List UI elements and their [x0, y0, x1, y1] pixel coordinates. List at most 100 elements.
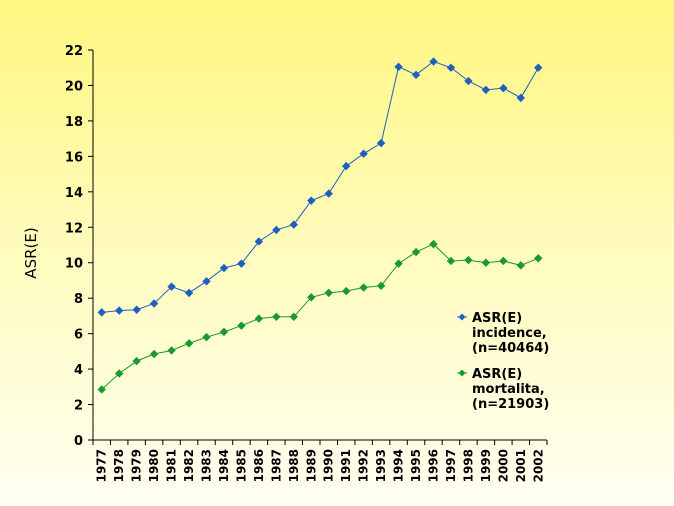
data-point [132, 305, 141, 314]
data-point [97, 308, 106, 317]
data-point [149, 299, 159, 308]
x-tick-label: 1977 [95, 449, 109, 482]
x-tick-label: 1992 [357, 449, 371, 482]
x-tick-label: 1997 [444, 449, 458, 482]
data-point [114, 306, 124, 315]
y-tick-label: 4 [74, 363, 83, 378]
x-tick-label: 1986 [252, 449, 266, 482]
data-point [376, 138, 386, 148]
data-point [481, 258, 491, 267]
data-point [272, 312, 281, 321]
x-tick-label: 1982 [182, 449, 196, 482]
data-point [237, 259, 246, 268]
data-point [132, 356, 141, 366]
data-point [534, 254, 543, 263]
x-tick-label: 1989 [304, 449, 318, 482]
data-point [394, 259, 403, 268]
data-point [499, 83, 508, 93]
data-point [97, 385, 106, 394]
y-tick-label: 14 [65, 186, 83, 201]
data-point [237, 321, 246, 330]
y-tick-label: 16 [65, 150, 83, 165]
data-point [464, 76, 473, 86]
data-point [307, 196, 316, 205]
y-tick-label: 20 [65, 79, 83, 94]
x-tick-label: 1983 [200, 449, 214, 482]
y-tick-label: 8 [74, 292, 83, 307]
x-tick-label: 1993 [374, 449, 388, 482]
data-point [429, 57, 438, 66]
data-point [446, 63, 456, 72]
data-point [446, 256, 456, 266]
data-point [359, 283, 368, 292]
data-point [341, 286, 351, 296]
x-tick-label: 1981 [165, 449, 179, 482]
data-point [149, 349, 159, 359]
data-point [376, 281, 386, 290]
y-tick-label: 0 [74, 434, 83, 449]
x-tick-label: 2002 [531, 449, 545, 482]
x-tick-label: 1985 [234, 449, 248, 482]
y-tick-label: 10 [65, 257, 83, 272]
data-point [464, 255, 473, 265]
x-tick-label: 2000 [496, 449, 510, 482]
x-tick-label: 1996 [427, 449, 441, 482]
data-point [411, 70, 421, 80]
data-point [429, 239, 438, 249]
data-point [254, 237, 264, 246]
data-point [307, 293, 316, 302]
data-point [184, 339, 194, 348]
data-point [411, 247, 421, 257]
y-tick-label: 18 [65, 115, 83, 130]
x-tick-label: 1994 [392, 449, 406, 482]
data-point [516, 261, 526, 270]
y-tick-label: 12 [65, 221, 83, 236]
data-point [254, 314, 264, 323]
x-tick-label: 1988 [287, 449, 301, 482]
y-tick-label: 22 [65, 44, 83, 59]
data-point [341, 161, 351, 171]
data-point [394, 62, 403, 72]
y-tick-label: 6 [74, 328, 83, 343]
x-tick-label: 1991 [339, 449, 353, 482]
data-point [219, 263, 229, 273]
x-axis-ticks: 1977 1978 1979 1980 1981 1982 1983 1984 1985 1986… [92, 440, 548, 482]
data-point [481, 85, 491, 95]
y-tick-label: 2 [74, 399, 83, 414]
data-point [167, 282, 176, 291]
x-tick-label: 1979 [130, 449, 144, 482]
data-point [534, 63, 543, 72]
x-tick-label: 1987 [269, 449, 283, 482]
chart-legend: ASR(E) incidence, (n=40464) ASR(E) mortalita… [457, 311, 549, 412]
legend-item-2: ASR(E) mortalita, (n=21903) [457, 367, 549, 412]
data-point [114, 369, 124, 378]
data-point [289, 220, 299, 229]
y-axis-ticks: 0 2 4 6 8 10 12 14 16 18 20 22 [65, 44, 93, 449]
data-point [219, 327, 229, 337]
series-1 [97, 57, 543, 317]
legend-item-1: ASR(E) incidence, (n=40464) [457, 311, 549, 356]
data-point [324, 189, 333, 198]
data-point [324, 288, 333, 298]
x-tick-label: 1998 [461, 449, 475, 482]
data-point [202, 277, 211, 286]
legend-label: ASR(E) mortalita, (n=21903) [472, 367, 549, 412]
data-point [167, 346, 176, 355]
legend-marker [458, 369, 466, 377]
data-point [272, 225, 281, 235]
data-point [516, 93, 526, 103]
y-axis-title: ASR(E) [22, 227, 40, 278]
data-point [499, 256, 508, 266]
legend-marker [458, 313, 466, 321]
x-tick-label: 2001 [514, 449, 528, 482]
legend-label: ASR(E) incidence, (n=40464) [472, 311, 549, 356]
x-tick-label: 1995 [409, 449, 423, 482]
series-2 [97, 239, 543, 394]
x-tick-label: 1980 [147, 449, 161, 482]
series-line [101, 60, 539, 313]
chart-series [97, 57, 543, 394]
x-tick-label: 1978 [112, 449, 126, 482]
data-point [184, 288, 194, 298]
data-point [359, 149, 368, 158]
